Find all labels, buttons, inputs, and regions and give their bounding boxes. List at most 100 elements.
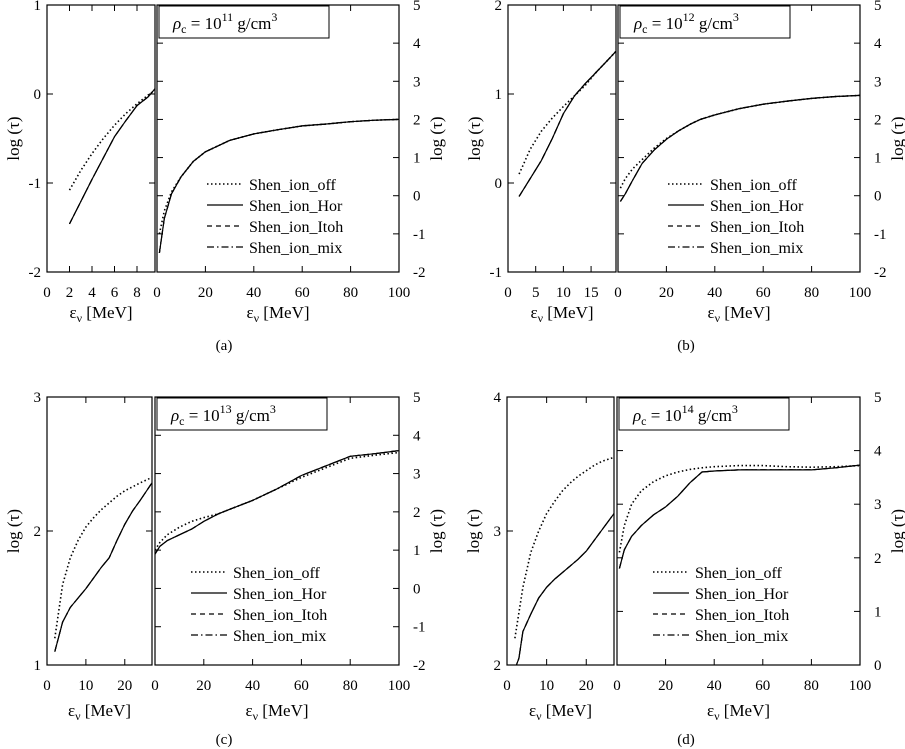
x-label-symbol: ε	[529, 701, 536, 720]
series-line-shen-ion-off	[514, 456, 614, 639]
right-plot-frame	[154, 396, 400, 666]
legend-label: Shen_ion_mix	[710, 240, 803, 257]
y-tick-label: 1	[495, 87, 503, 103]
series-line-shen-ion-off	[618, 464, 860, 553]
x-label-symbol: ε	[246, 303, 253, 322]
series-line-shen-ion-itoh	[618, 464, 860, 569]
x-tick-label: 0	[504, 285, 512, 301]
y-tick-label: 5	[413, 0, 421, 14]
title-unit: g/cm	[694, 406, 732, 425]
y-axis-label-left: log (τ)	[4, 509, 23, 553]
x-label-unit: [MeV]	[720, 701, 771, 720]
x-tick-label: 4	[88, 285, 96, 301]
y-axis-label-left: log (τ)	[465, 116, 484, 160]
legend-label: Shen_ion_off	[710, 177, 797, 194]
y-tick-label: 2	[413, 505, 421, 521]
left-plot-frame	[507, 4, 617, 273]
x-tick-label: 0	[43, 285, 51, 301]
x-label-unit: [MeV]	[542, 701, 593, 720]
x-tick-label: 20	[658, 678, 673, 694]
y-tick-label: 0	[34, 87, 42, 103]
y-tick-label: -1	[413, 227, 426, 243]
y-tick-label: 3	[34, 390, 42, 406]
y-tick-label: 0	[495, 176, 503, 192]
x-tick-label: 15	[584, 285, 599, 301]
y-tick-label: -1	[29, 176, 42, 192]
left-plot-frame	[46, 396, 153, 666]
density-title: ρc = 1014 g/cm3	[632, 402, 738, 428]
series-line-shen-ion-off	[518, 50, 616, 175]
x-label-subscript: ν	[253, 709, 259, 723]
y-tick-label: 4	[413, 428, 421, 444]
series-line-shen-ion-off	[619, 94, 860, 189]
series-line-shen-ion-mix	[68, 88, 155, 225]
series-line-shen-ion-itoh	[54, 482, 152, 652]
title-eq: = 10	[647, 406, 682, 425]
y-tick-label: 4	[874, 444, 882, 460]
left-subplot: 0 10 20 1 2 3	[34, 390, 153, 694]
x-tick-label: 0	[613, 678, 621, 694]
x-axis-label-right: εν [MeV]	[245, 701, 308, 723]
x-label-unit: [MeV]	[543, 303, 594, 322]
x-label-subscript: ν	[714, 709, 720, 723]
y-tick-label: -1	[413, 620, 426, 636]
series-line-shen-ion-itoh	[518, 50, 616, 197]
y-tick-label: 4	[494, 390, 502, 406]
y-tick-label: 0	[874, 658, 882, 674]
x-tick-label: 80	[804, 678, 819, 694]
legend-label: Shen_ion_Itoh	[710, 219, 804, 236]
x-tick-label: 2	[66, 285, 74, 301]
y-tick-label: 1	[34, 0, 42, 14]
x-tick-label: 100	[849, 678, 872, 694]
density-title-box	[156, 397, 328, 431]
x-label-unit: [MeV]	[81, 701, 132, 720]
x-axis-label-right: εν [MeV]	[707, 303, 770, 325]
title-sub: c	[641, 414, 646, 428]
legend-label: Shen_ion_off	[695, 565, 782, 582]
x-tick-label: 0	[614, 285, 622, 301]
y-tick-label: -1	[874, 227, 887, 243]
y-tick-label: 2	[34, 524, 42, 540]
x-tick-label: 60	[756, 285, 771, 301]
x-axis-label-right: εν [MeV]	[707, 701, 770, 723]
density-title: ρc = 1012 g/cm3	[633, 10, 739, 36]
title-exp: 13	[220, 402, 232, 416]
legend-label: Shen_ion_mix	[249, 240, 342, 257]
y-tick-label: -1	[490, 265, 503, 281]
series-line-shen-ion-itoh	[68, 88, 155, 225]
x-label-symbol: ε	[530, 303, 537, 322]
legend-label: Shen_ion_Hor	[695, 586, 789, 603]
x-label-unit: [MeV]	[82, 303, 133, 322]
title-unit-exp: 3	[271, 10, 277, 24]
x-tick-label: 0	[503, 678, 511, 694]
legend-label: Shen_ion_Itoh	[233, 607, 327, 624]
legend-label: Shen_ion_Itoh	[695, 607, 789, 624]
series-line-shen-ion-off	[155, 451, 399, 551]
title-rho: ρ	[633, 14, 642, 33]
y-tick-label: 3	[413, 467, 421, 483]
series-line-shen-ion-hor	[54, 482, 152, 652]
left-subplot: 0 2 4 6 8-2-101	[29, 0, 156, 301]
y-tick-label: 3	[494, 524, 502, 540]
y-tick-label: -2	[874, 265, 887, 281]
y-tick-label: 5	[413, 390, 421, 406]
y-tick-label: -2	[413, 658, 426, 674]
y-tick-label: 1	[34, 658, 42, 674]
legend-label: Shen_ion_Hor	[710, 198, 804, 215]
y-tick-label: 5	[874, 0, 882, 14]
x-tick-label: 100	[849, 285, 872, 301]
x-tick-label: 10	[539, 678, 554, 694]
x-tick-label: 100	[388, 285, 411, 301]
title-exp: 12	[683, 10, 695, 24]
y-tick-label: 2	[874, 551, 882, 567]
title-unit-exp: 3	[270, 402, 276, 416]
x-label-subscript: ν	[254, 311, 260, 325]
x-tick-label: 60	[294, 678, 309, 694]
x-tick-label: 20	[579, 678, 594, 694]
x-tick-label: 10	[556, 285, 571, 301]
y-tick-label: 3	[874, 74, 882, 90]
x-axis-label-left: εν [MeV]	[69, 303, 132, 325]
